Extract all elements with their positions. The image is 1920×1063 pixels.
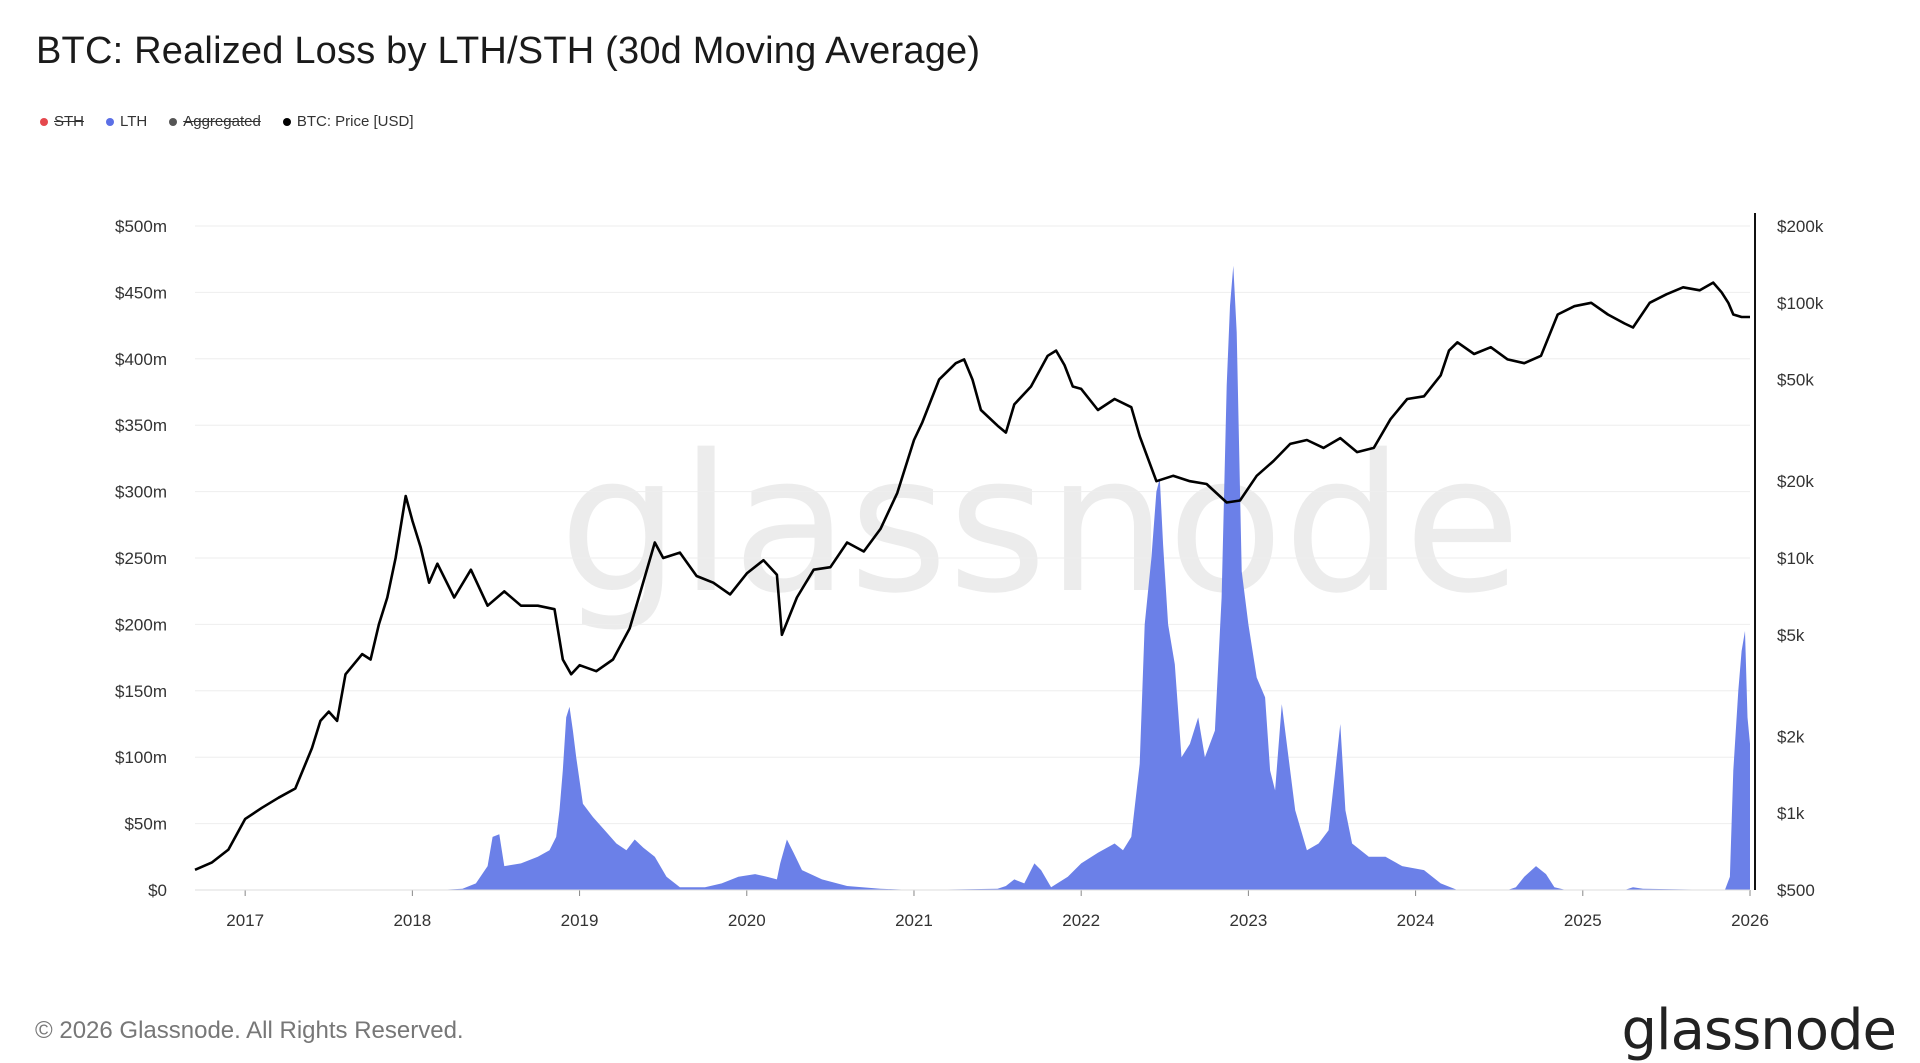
legend-item-btc-price-usd[interactable]: BTC: Price [USD]	[282, 113, 414, 130]
legend-item-sth[interactable]: STH	[40, 113, 84, 130]
legend: STH LTH Aggregated BTC: Price [USD]	[40, 113, 414, 130]
y-tick-label: $150m	[115, 682, 167, 701]
right-tick-label: $200k	[1777, 217, 1824, 236]
right-tick-label: $1k	[1777, 804, 1805, 823]
legend-label: STH	[54, 113, 84, 130]
right-tick-label: $5k	[1777, 626, 1805, 645]
x-tick-label: 2023	[1229, 911, 1267, 930]
x-tick-label: 2022	[1062, 911, 1100, 930]
copyright-footer: © 2026 Glassnode. All Rights Reserved.	[35, 1017, 464, 1044]
y-tick-label: $200m	[115, 615, 167, 634]
x-tick-label: 2024	[1397, 911, 1435, 930]
y-tick-label: $350m	[115, 416, 167, 435]
legend-dot-icon	[106, 117, 114, 126]
y-tick-label: $250m	[115, 549, 167, 568]
x-tick-label: 2026	[1731, 911, 1769, 930]
legend-item-aggregated[interactable]: Aggregated	[169, 113, 261, 130]
x-tick-label: 2017	[226, 911, 264, 930]
chart-title: BTC: Realized Loss by LTH/STH (30d Movin…	[36, 30, 981, 72]
x-tick-label: 2019	[561, 911, 599, 930]
legend-label: BTC: Price [USD]	[296, 113, 414, 130]
x-tick-label: 2020	[728, 911, 766, 930]
right-tick-label: $500	[1777, 881, 1815, 900]
y-tick-label: $0	[148, 881, 167, 900]
y-tick-label: $50m	[124, 815, 167, 834]
gridlines	[195, 225, 1750, 891]
y-tick-label: $300m	[115, 483, 167, 502]
y-tick-label: $500m	[115, 217, 167, 236]
legend-label: Aggregated	[183, 113, 261, 130]
legend-dot-icon	[282, 117, 291, 126]
right-tick-label: $100k	[1777, 294, 1824, 313]
legend-item-lth[interactable]: LTH	[106, 113, 147, 130]
right-tick-label: $2k	[1777, 727, 1805, 746]
legend-dot-icon	[40, 117, 48, 126]
axes: $0 $50m $100m $150m $200m $250m $300m $350m $400…	[115, 213, 1824, 930]
x-tick-label: 2018	[393, 911, 431, 930]
x-tick-label: 2025	[1564, 911, 1602, 930]
glassnode-logo[interactable]: glassnode	[1621, 998, 1897, 1063]
legend-dot-icon	[169, 117, 178, 126]
right-tick-label: $50k	[1777, 371, 1814, 390]
y-tick-label: $100m	[115, 748, 167, 767]
price-series	[194, 281, 1750, 871]
price-line	[194, 281, 1750, 871]
x-tick-label: 2021	[895, 911, 933, 930]
legend-label: LTH	[120, 113, 148, 130]
chart-area: glassnode $0 $50m $100m $150m $200m $250m $300…	[115, 213, 1824, 930]
watermark: glassnode	[559, 414, 1521, 635]
right-tick-label: $10k	[1777, 549, 1814, 568]
right-tick-label: $20k	[1777, 472, 1814, 491]
y-tick-label: $450m	[115, 283, 167, 302]
y-tick-label: $400m	[115, 350, 167, 369]
